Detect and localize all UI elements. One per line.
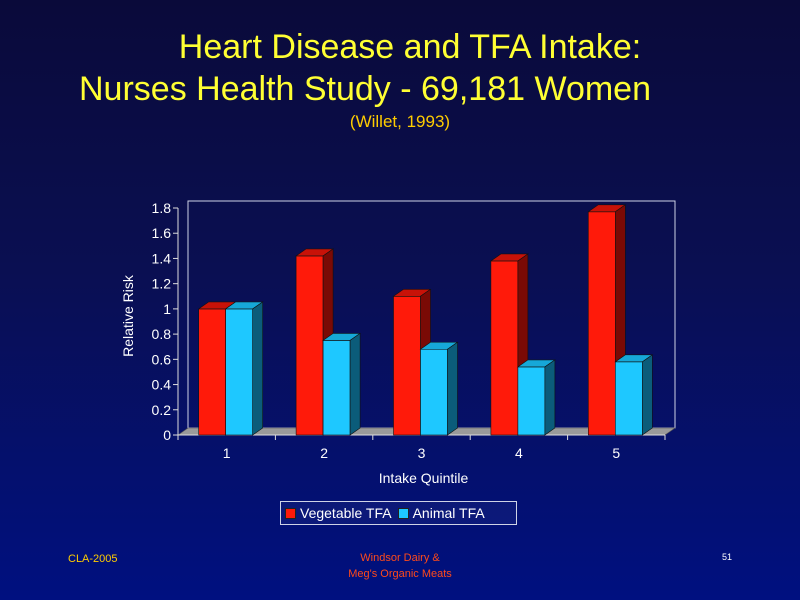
citation: (Willet, 1993) <box>349 112 451 131</box>
bar-animal-q2 <box>322 340 351 436</box>
legend-swatch-animal <box>397 507 409 519</box>
footer-center: Windsor Dairy & Meg's Organic Meats <box>300 550 500 582</box>
y-tick-label: 1 <box>163 301 171 317</box>
x-axis-title: Intake Quintile <box>379 470 469 486</box>
bar-animal-q5 <box>614 361 643 436</box>
bar-vegetable-q3 <box>393 295 421 436</box>
y-tick-label: 1.4 <box>152 250 172 266</box>
y-tick-label: 0.8 <box>152 326 172 342</box>
y-tick-label: 0.6 <box>152 351 172 367</box>
y-tick-label: 1.6 <box>152 225 172 241</box>
x-tick-label: 1 <box>223 445 231 461</box>
y-tick-label: 0 <box>163 427 171 443</box>
x-tick-label: 5 <box>612 445 620 461</box>
footer-center-line2: Meg's Organic Meats <box>348 568 452 580</box>
footer-center-line1: Windsor Dairy & <box>360 552 440 564</box>
bar-side-animal-q5 <box>641 354 653 436</box>
footer-left: CLA-2005 <box>68 553 118 565</box>
bar-animal-q3 <box>420 348 448 436</box>
legend-item-animal: Animal TFA <box>397 505 485 521</box>
legend-swatch-vegetable <box>285 507 296 519</box>
bar-vegetable-q2 <box>295 255 324 436</box>
y-axis-title: Relative Risk <box>120 274 136 357</box>
bar-animal-q1 <box>225 308 253 436</box>
chart-title-line1: Heart Disease and TFA Intake: <box>178 28 642 66</box>
bar-side-animal-q4 <box>544 359 556 436</box>
x-tick-label: 4 <box>515 445 523 461</box>
bar-side-animal-q1 <box>252 301 264 436</box>
legend-item-vegetable: Vegetable TFA <box>285 505 392 521</box>
bar-animal-q4 <box>517 366 546 436</box>
y-tick-label: 0.4 <box>152 377 172 393</box>
bar-vegetable-q1 <box>198 308 226 436</box>
chart-legend: Vegetable TFA Animal TFA <box>280 501 517 525</box>
bar-side-animal-q3 <box>447 341 458 436</box>
legend-label-vegetable: Vegetable TFA <box>300 505 392 521</box>
bar-side-animal-q2 <box>349 332 361 436</box>
legend-label-animal: Animal TFA <box>412 505 485 521</box>
slide-number: 51 <box>722 552 733 562</box>
y-tick-label: 1.8 <box>152 200 172 216</box>
y-tick-label: 0.2 <box>152 402 172 418</box>
bar-vegetable-q4 <box>490 260 519 436</box>
chart-title-line2: Nurses Health Study - 69,181 Women <box>79 70 651 108</box>
bar-vegetable-q5 <box>587 211 616 436</box>
x-tick-label: 2 <box>320 445 328 461</box>
y-tick-label: 1.2 <box>152 276 172 292</box>
x-tick-label: 3 <box>418 445 426 461</box>
